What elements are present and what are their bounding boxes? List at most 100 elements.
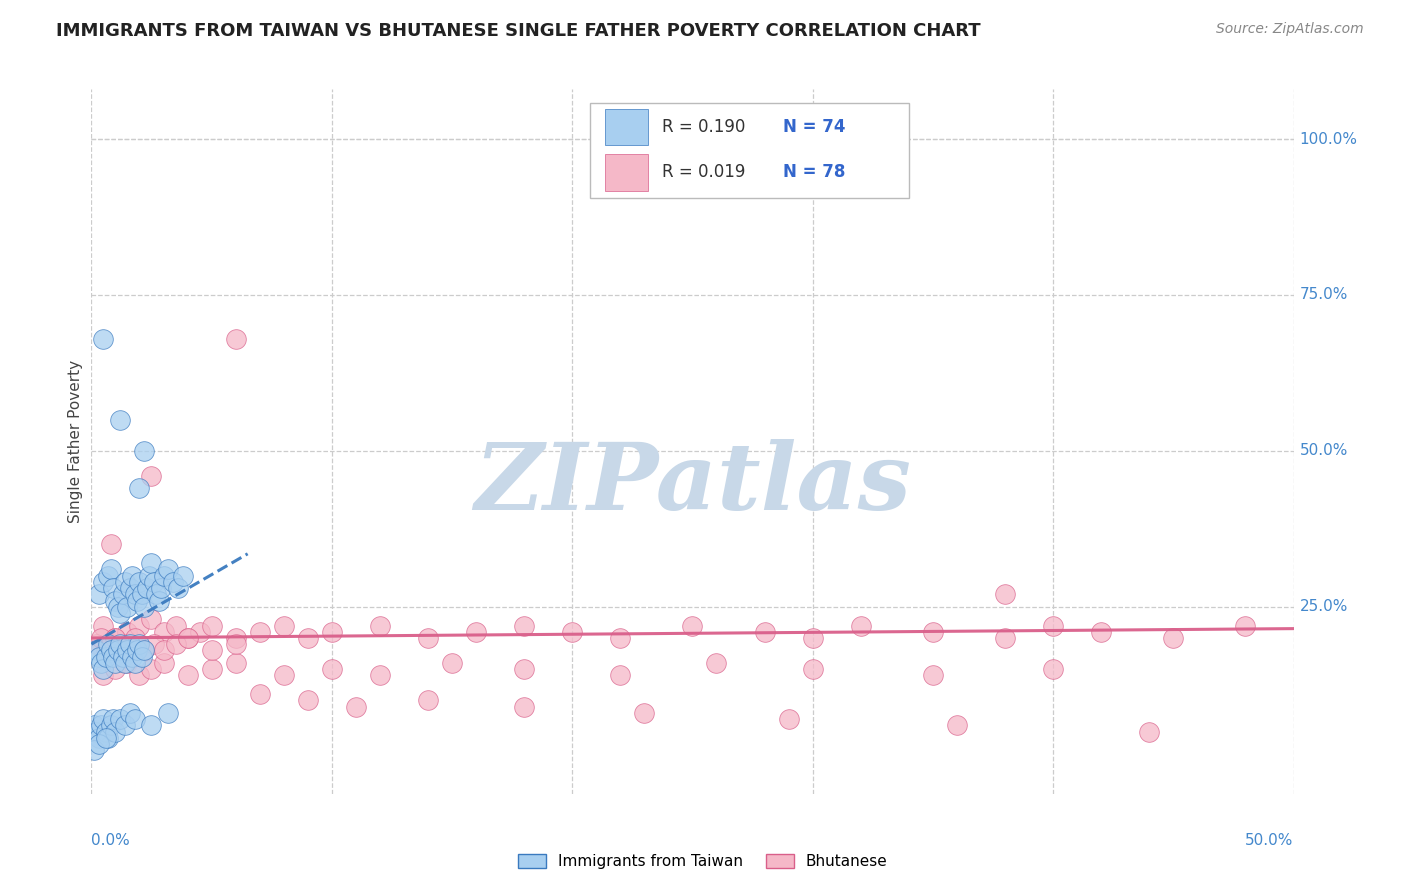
Point [273, 668, 295, 682]
Point [128, 668, 150, 682]
Point [97, 568, 120, 582]
Point [150, 581, 173, 595]
Point [111, 649, 134, 664]
Point [609, 631, 631, 645]
Text: R = 0.190: R = 0.190 [662, 118, 745, 136]
FancyBboxPatch shape [605, 154, 648, 191]
Point [87, 731, 110, 745]
Point [141, 556, 163, 570]
Point [104, 656, 127, 670]
FancyBboxPatch shape [605, 109, 648, 145]
Point [801, 631, 824, 645]
Point [152, 643, 174, 657]
Point [93, 332, 115, 346]
Point [128, 637, 150, 651]
Point [128, 574, 150, 589]
Point [84, 637, 107, 651]
Point [1090, 624, 1112, 639]
Point [87, 737, 110, 751]
Point [93, 712, 115, 726]
Point [90, 631, 112, 645]
Point [87, 587, 110, 601]
Point [1137, 724, 1160, 739]
Point [176, 631, 198, 645]
Point [148, 593, 170, 607]
Point [114, 718, 136, 732]
Point [124, 631, 146, 645]
Point [201, 618, 224, 632]
Point [117, 637, 139, 651]
Point [128, 618, 150, 632]
Point [128, 481, 150, 495]
Point [513, 618, 536, 632]
Point [176, 668, 198, 682]
Point [321, 662, 343, 676]
Point [100, 643, 122, 657]
Point [84, 643, 107, 657]
Point [176, 631, 198, 645]
Point [83, 718, 105, 732]
Point [125, 593, 148, 607]
Point [513, 662, 536, 676]
Point [145, 587, 167, 601]
Point [172, 568, 194, 582]
Point [142, 574, 165, 589]
Point [1042, 662, 1064, 676]
Point [801, 662, 824, 676]
Point [94, 731, 117, 745]
Point [344, 699, 367, 714]
Point [1042, 618, 1064, 632]
Point [922, 668, 945, 682]
Point [513, 699, 536, 714]
Point [249, 687, 271, 701]
Point [110, 606, 132, 620]
Point [1234, 618, 1257, 632]
Point [114, 574, 136, 589]
Text: R = 0.019: R = 0.019 [662, 163, 745, 181]
Point [152, 624, 174, 639]
Point [273, 618, 295, 632]
Point [124, 656, 146, 670]
Point [994, 587, 1017, 601]
Point [633, 706, 655, 720]
Text: 0.0%: 0.0% [91, 832, 131, 847]
Point [134, 599, 156, 614]
Point [778, 712, 800, 726]
Point [117, 599, 139, 614]
Point [124, 712, 146, 726]
Text: Source: ZipAtlas.com: Source: ZipAtlas.com [1216, 22, 1364, 37]
Point [135, 581, 157, 595]
Point [141, 718, 163, 732]
Point [142, 637, 165, 651]
Point [104, 631, 127, 645]
Point [124, 587, 146, 601]
Point [104, 724, 127, 739]
Point [118, 637, 141, 651]
Text: N = 78: N = 78 [783, 163, 845, 181]
Point [93, 668, 115, 682]
Point [97, 637, 120, 651]
Point [946, 718, 969, 732]
Point [201, 662, 224, 676]
Point [249, 624, 271, 639]
Point [118, 581, 141, 595]
Point [297, 693, 319, 707]
Point [141, 662, 163, 676]
Point [754, 624, 776, 639]
Text: 50.0%: 50.0% [1246, 832, 1294, 847]
Point [922, 624, 945, 639]
Point [152, 656, 174, 670]
Point [1161, 631, 1184, 645]
Point [416, 693, 439, 707]
Point [100, 562, 122, 576]
Point [157, 706, 180, 720]
Point [225, 332, 247, 346]
Point [561, 624, 583, 639]
Point [134, 643, 156, 657]
Point [368, 668, 391, 682]
Point [465, 624, 488, 639]
Text: 50.0%: 50.0% [1299, 443, 1348, 458]
Point [188, 624, 211, 639]
Point [97, 731, 120, 745]
Point [131, 649, 153, 664]
